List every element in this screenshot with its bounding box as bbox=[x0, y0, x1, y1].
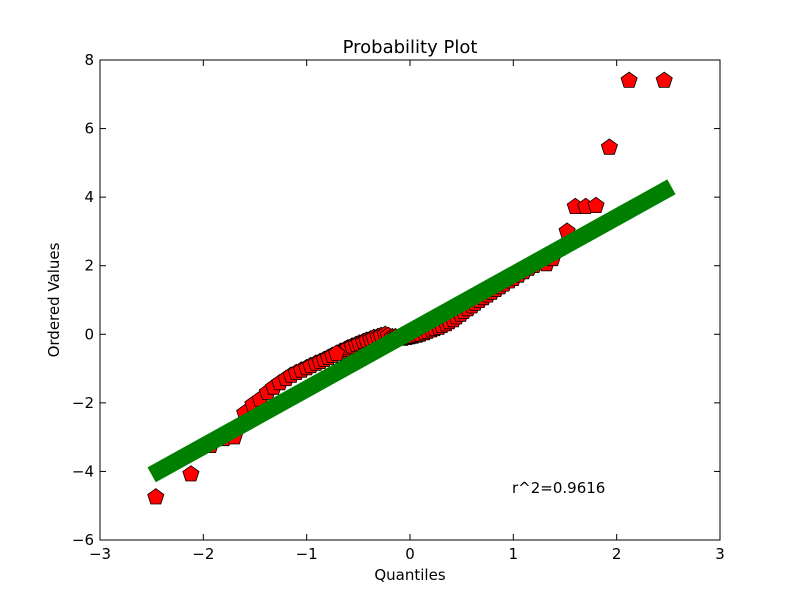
y-tick-label: −2 bbox=[72, 394, 94, 412]
ticks-layer: −3 −2 −1 0 1 2 3 −6 −4 −2 0 2 4 6 8 bbox=[72, 51, 725, 563]
x-tick-label: −3 bbox=[89, 545, 111, 563]
points-top-layer bbox=[147, 71, 673, 505]
x-tick-label: 0 bbox=[405, 545, 415, 563]
y-axis-label: Ordered Values bbox=[45, 242, 63, 357]
data-point bbox=[655, 71, 673, 88]
y-tick-label: 2 bbox=[84, 257, 94, 275]
x-axis-label: Quantiles bbox=[374, 566, 445, 584]
fit-line bbox=[147, 179, 676, 483]
data-point bbox=[328, 344, 346, 361]
data-point bbox=[182, 465, 200, 482]
data-point bbox=[147, 488, 165, 505]
y-tick-label: −6 bbox=[72, 531, 94, 549]
x-tick-label: −2 bbox=[192, 545, 214, 563]
y-tick-label: 0 bbox=[84, 325, 94, 343]
fit-line-layer bbox=[147, 179, 676, 483]
x-tick-label: 1 bbox=[509, 545, 519, 563]
x-tick-label: −1 bbox=[296, 545, 318, 563]
plot-area bbox=[147, 71, 676, 505]
y-tick-label: 6 bbox=[84, 120, 94, 138]
y-tick-label: 8 bbox=[84, 51, 94, 69]
y-tick-label: −4 bbox=[72, 462, 94, 480]
data-point bbox=[587, 196, 605, 214]
data-point bbox=[620, 71, 638, 88]
x-tick-label: 2 bbox=[612, 545, 622, 563]
y-tick-label: 4 bbox=[84, 188, 94, 206]
x-tick-label: 3 bbox=[715, 545, 725, 563]
data-point bbox=[600, 138, 618, 155]
chart-title: Probability Plot bbox=[343, 37, 478, 58]
r-squared-annotation: r^2=0.9616 bbox=[512, 479, 605, 497]
